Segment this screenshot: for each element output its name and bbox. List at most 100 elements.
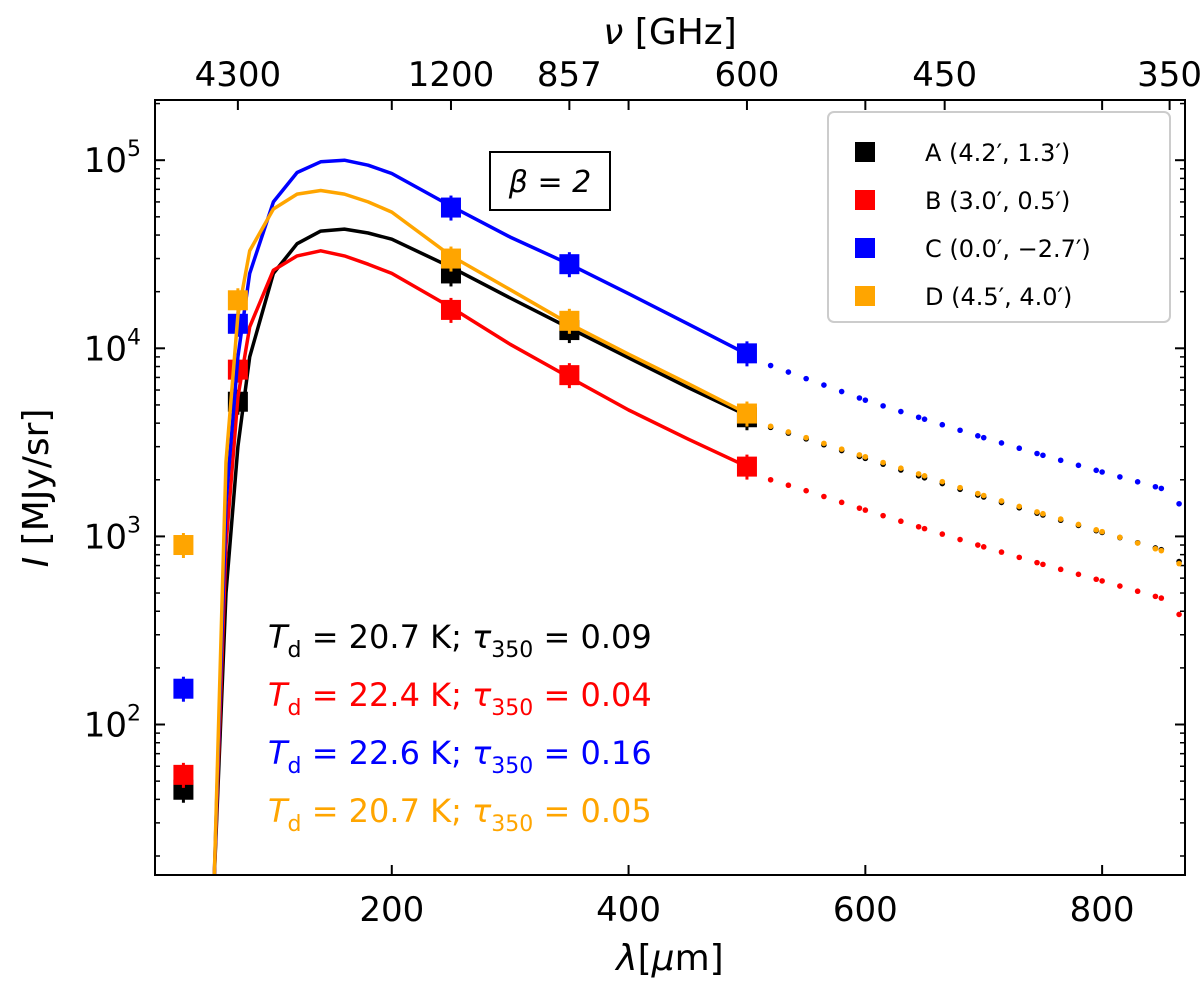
annotation-part: = xyxy=(533,618,580,656)
data-point xyxy=(440,248,461,269)
annotation-part: 0.16 xyxy=(580,734,651,772)
extrapolation-dot xyxy=(880,512,886,519)
extrapolation-dot xyxy=(980,492,987,499)
y-tick-exp: 2 xyxy=(127,702,141,727)
plot-frame xyxy=(154,99,1186,876)
extrapolation-dot xyxy=(785,429,792,435)
legend-label: B (3.0′, 0.5′) xyxy=(925,187,1070,215)
legend-label: D (4.5′, 4.0′) xyxy=(925,283,1072,311)
series-3 xyxy=(173,188,1182,875)
extrapolation-dot xyxy=(898,518,904,525)
extrapolation-dot xyxy=(1117,534,1123,541)
legend-swatch xyxy=(855,238,875,258)
annotation-part: 20.7 xyxy=(349,618,420,656)
data-point xyxy=(559,365,580,386)
extrapolation-dot xyxy=(1040,510,1046,517)
x-axis-mu: μ xyxy=(651,938,675,979)
annotation-part: K; xyxy=(420,734,472,772)
beta-label: β = 2 xyxy=(508,165,591,200)
annotation-part: 20.7 xyxy=(349,792,420,830)
extrapolation-dot xyxy=(1158,485,1165,492)
annotation-part: 350 xyxy=(491,696,533,721)
annotation-part: T xyxy=(268,676,290,714)
extrapolation-dot xyxy=(1034,450,1040,457)
extrapolation-dot xyxy=(1152,483,1159,490)
extrapolation-dot xyxy=(803,487,809,494)
top-tick-label: 1200 xyxy=(408,55,495,95)
extrapolation-dot xyxy=(1099,528,1105,535)
extrapolation-dot xyxy=(1152,593,1159,600)
extrapolation-dot xyxy=(880,403,886,409)
extrapolation-dot xyxy=(1134,479,1141,485)
annotation-part: 350 xyxy=(491,638,533,663)
annotation-part: d xyxy=(288,638,302,663)
extrapolation-dot xyxy=(1152,545,1159,552)
data-point xyxy=(559,310,580,331)
extrapolation-dot xyxy=(1016,503,1023,510)
extrapolation-dot xyxy=(862,507,869,513)
top-tick-label: 600 xyxy=(715,55,780,95)
extrapolation-dot xyxy=(1134,540,1141,546)
y-tick-label: 104 xyxy=(84,325,141,369)
annotation-part: K; xyxy=(420,618,472,656)
extrapolation-dot xyxy=(862,397,869,403)
y-axis-label: I [MJy/sr] xyxy=(16,409,57,568)
series-2 xyxy=(173,158,1182,875)
extrapolation-dot xyxy=(921,472,928,479)
data-point xyxy=(227,290,248,311)
extrapolation-dot xyxy=(1057,566,1064,573)
extrapolation-dot xyxy=(838,499,845,506)
extrapolation-dot xyxy=(1016,554,1023,561)
top-axis-label: ν [GHz] xyxy=(603,12,737,53)
extrapolation-dot xyxy=(980,434,987,441)
data-point xyxy=(173,535,194,556)
y-axis-unit: [MJy/sr] xyxy=(16,409,57,557)
extrapolation-dot xyxy=(1158,547,1165,554)
x-tick-label: 200 xyxy=(359,890,424,930)
annotation-part: 22.4 xyxy=(349,676,420,714)
x-tick-label: 400 xyxy=(596,890,661,930)
annotation-part: = xyxy=(302,618,349,656)
extrapolation-dot xyxy=(1099,578,1105,584)
extrapolation-dot xyxy=(939,421,946,428)
extrapolation-dot xyxy=(1040,561,1046,568)
data-point xyxy=(736,403,757,424)
annotation-part: 350 xyxy=(491,812,533,837)
data-point xyxy=(173,764,194,785)
extrapolation-dot xyxy=(767,476,774,483)
legend-swatch xyxy=(855,190,875,210)
fit-annotation: Td = 22.6 K; τ350 = 0.16 xyxy=(268,734,652,779)
extrapolation-dot xyxy=(915,471,922,477)
extrapolation-dot xyxy=(957,427,963,434)
y-tick-base: 10 xyxy=(84,141,127,181)
extrapolation-dot xyxy=(1093,527,1100,533)
extrapolation-dot xyxy=(998,549,1005,555)
extrapolation-dot xyxy=(921,416,928,422)
legend: A (4.2′, 1.3′) B (3.0′, 0.5′) C (0.0′, −2.… xyxy=(827,111,1171,323)
extrapolation-dot xyxy=(1075,462,1082,469)
extrapolation-dot xyxy=(1057,516,1064,522)
x-tick-label: 600 xyxy=(833,890,898,930)
extrapolation-dot xyxy=(838,446,845,452)
extrapolation-dot xyxy=(767,423,774,430)
series-model-curve xyxy=(212,249,748,875)
extrapolation-dot xyxy=(785,369,792,375)
extrapolation-dot xyxy=(975,432,981,439)
x-axis-unit-close: m] xyxy=(675,938,724,979)
annotation-part: K; xyxy=(420,792,472,830)
beta-box-frame xyxy=(489,151,611,211)
extrapolation-dot xyxy=(980,544,987,550)
extrapolation-dot xyxy=(1016,445,1023,452)
top-axis-nu: ν xyxy=(603,12,623,53)
data-point xyxy=(440,197,461,218)
annotation-part: 0.05 xyxy=(580,792,651,830)
extrapolation-dot xyxy=(939,478,946,485)
extrapolation-dot xyxy=(898,465,904,471)
extrapolation-dot xyxy=(921,525,928,532)
extrapolation-dot xyxy=(785,482,792,489)
annotation-part: T xyxy=(268,734,290,772)
extrapolation-dot xyxy=(1176,500,1182,507)
annotation-part: τ xyxy=(472,618,492,656)
